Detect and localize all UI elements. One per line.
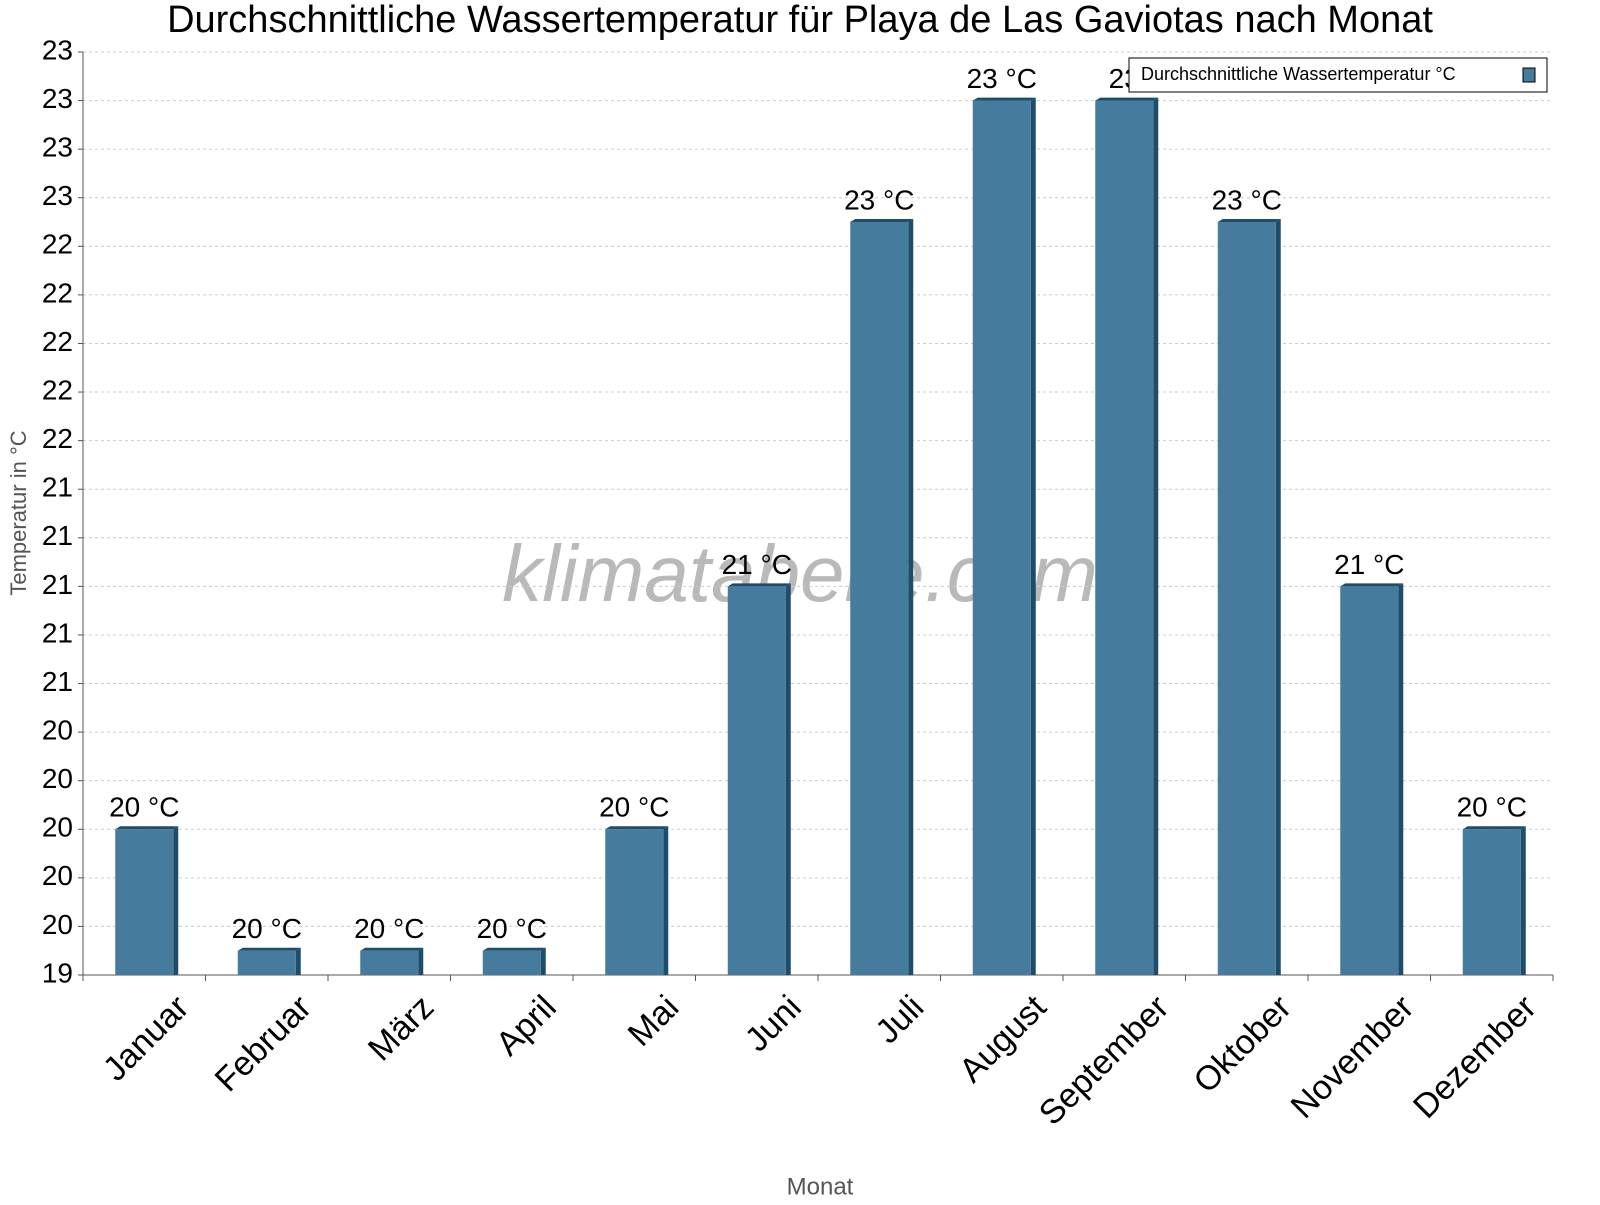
bar-top <box>115 826 179 830</box>
bar <box>237 950 296 975</box>
y-tick-label: 20 <box>42 860 73 891</box>
y-axis-title: Temperatur in °C <box>6 430 31 595</box>
bar <box>1462 829 1521 975</box>
y-tick-label: 22 <box>42 229 73 260</box>
bar <box>1217 222 1276 976</box>
value-label: 20 °C <box>599 792 669 823</box>
y-tick-label: 22 <box>42 374 73 405</box>
bar-top <box>1462 826 1526 830</box>
bar-top <box>850 219 914 223</box>
bar-side <box>540 947 546 975</box>
bar <box>605 829 664 975</box>
value-label: 21 °C <box>722 549 792 580</box>
legend-swatch <box>1522 67 1536 83</box>
bar-group <box>1462 826 1526 975</box>
bar-group <box>850 219 914 976</box>
y-tick-label: 23 <box>42 180 73 211</box>
y-tick-label: 23 <box>42 34 73 65</box>
y-tick-label: 23 <box>42 132 73 163</box>
bar-group <box>482 947 546 975</box>
bar-side <box>295 947 301 975</box>
bar-top <box>605 826 669 830</box>
y-tick-label: 23 <box>42 83 73 114</box>
bar-side <box>1520 826 1526 975</box>
bar-top <box>972 97 1036 101</box>
x-axis-title: Monat <box>787 1173 854 1200</box>
bar-top <box>1340 583 1404 587</box>
y-tick-label: 20 <box>42 909 73 940</box>
bar <box>1095 100 1154 975</box>
value-label: 20 °C <box>1457 792 1527 823</box>
y-tick-label: 20 <box>42 714 73 745</box>
value-label: 20 °C <box>232 913 302 944</box>
bar-side <box>173 826 179 975</box>
value-label: 21 °C <box>1334 549 1404 580</box>
bar-group <box>1217 219 1281 976</box>
y-tick-label: 21 <box>42 472 73 503</box>
bar-group <box>972 97 1036 975</box>
bar-side <box>1030 97 1036 975</box>
bar-group <box>360 947 424 975</box>
bar <box>850 222 909 976</box>
y-tick-label: 21 <box>42 617 73 648</box>
bar-side <box>1153 97 1159 975</box>
y-tick-label: 22 <box>42 423 73 454</box>
bar <box>972 100 1031 975</box>
value-label: 20 °C <box>354 913 424 944</box>
legend-box <box>1128 57 1548 93</box>
bar <box>360 950 419 975</box>
chart-title: Durchschnittliche Wassertemperatur für P… <box>167 0 1433 41</box>
bar-side <box>663 826 669 975</box>
bar-group <box>1340 583 1404 975</box>
bar <box>115 829 174 975</box>
bar-side <box>908 219 914 976</box>
bar-top <box>1217 219 1281 223</box>
bar-top <box>237 947 301 951</box>
bar-side <box>1275 219 1281 976</box>
bar-top <box>360 947 424 951</box>
bar-top <box>727 583 791 587</box>
bar-group <box>237 947 301 975</box>
y-tick-label: 21 <box>42 569 73 600</box>
bar <box>1340 586 1399 975</box>
y-tick-label: 22 <box>42 277 73 308</box>
bar-group <box>605 826 669 975</box>
bar-group <box>115 826 179 975</box>
bar <box>727 586 786 975</box>
bar-group <box>1095 97 1159 975</box>
y-tick-label: 20 <box>42 763 73 794</box>
y-tick-label: 19 <box>42 957 73 988</box>
bar-top <box>482 947 546 951</box>
y-tick-label: 22 <box>42 326 73 357</box>
value-label: 23 °C <box>967 63 1037 94</box>
y-tick-label: 21 <box>42 520 73 551</box>
legend-label: Durchschnittliche Wassertemperatur °C <box>1141 64 1456 84</box>
bar-side <box>785 583 791 975</box>
bar-group <box>727 583 791 975</box>
bar-top <box>1095 97 1159 101</box>
value-label: 20 °C <box>477 913 547 944</box>
value-label: 20 °C <box>109 792 179 823</box>
y-tick-label: 20 <box>42 812 73 843</box>
bar <box>482 950 541 975</box>
value-label: 23 °C <box>1212 184 1282 215</box>
bar-side <box>1398 583 1404 975</box>
y-tick-label: 21 <box>42 666 73 697</box>
bar-side <box>418 947 424 975</box>
value-label: 23 °C <box>844 184 914 215</box>
